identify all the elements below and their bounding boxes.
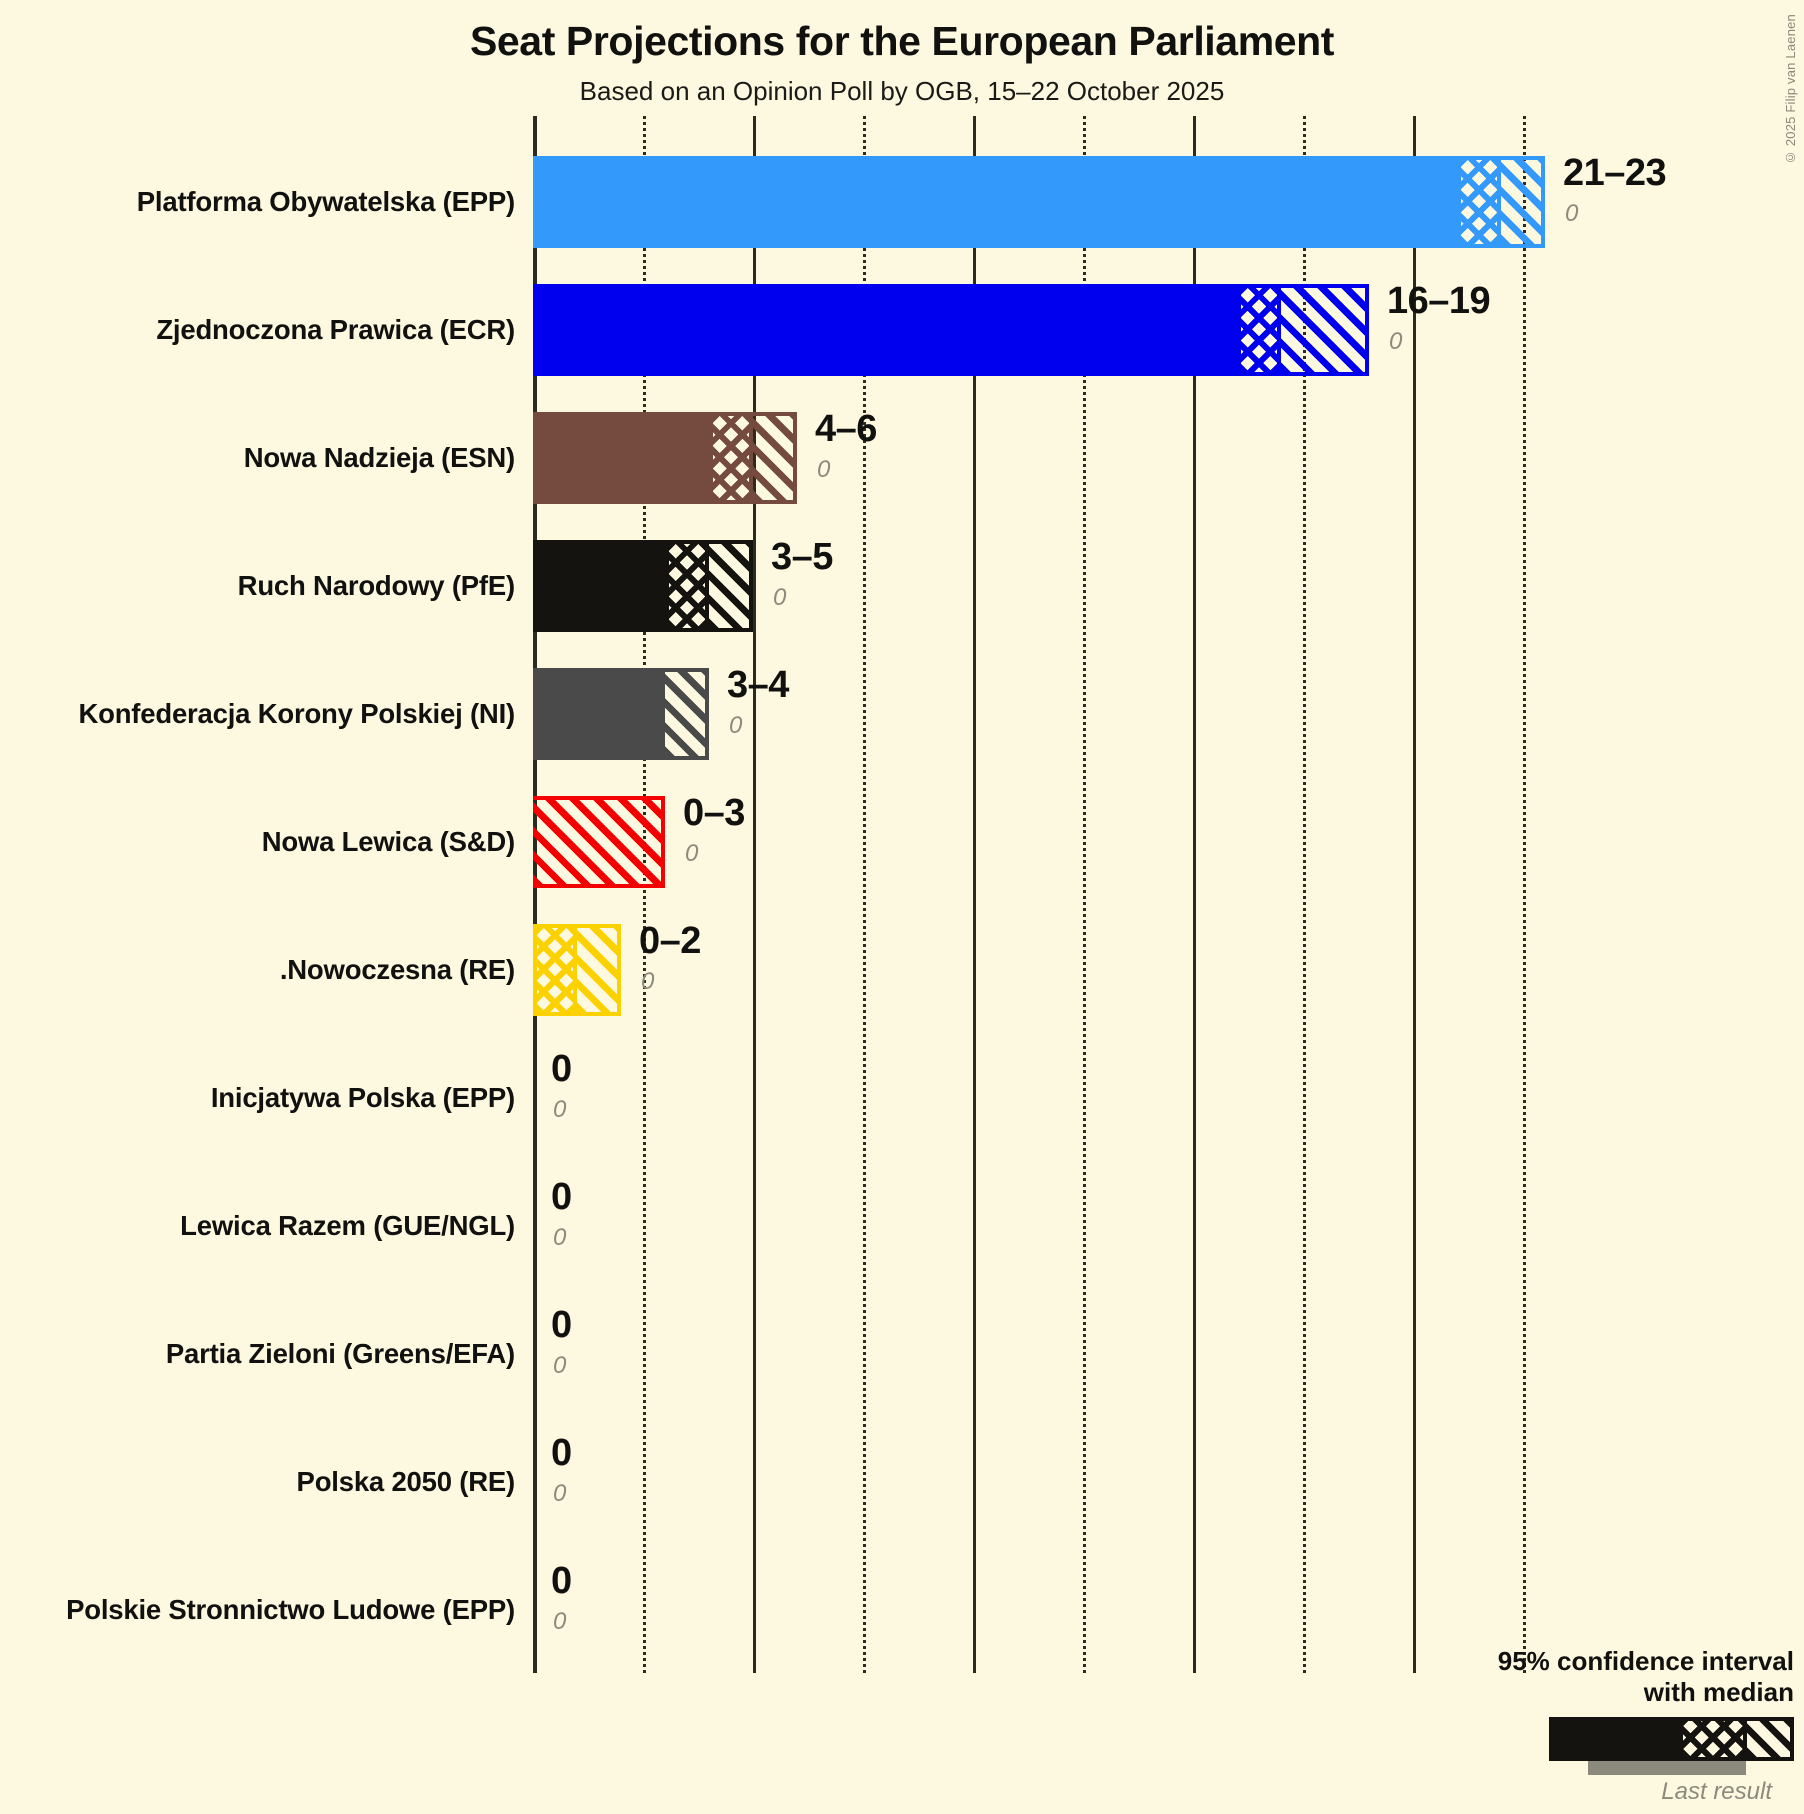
gridline-major	[753, 116, 756, 1673]
y-axis-line	[533, 116, 537, 1673]
chart-row: Ruch Narodowy (PfE) 3–5 0	[0, 522, 1804, 650]
chart-row: Zjednoczona Prawica (ECR) 16–19 0	[0, 266, 1804, 394]
party-label: .Nowoczesna (RE)	[279, 954, 515, 985]
bar	[533, 284, 1369, 376]
seat-range-label: 3–5	[771, 536, 833, 578]
seat-range-label: 3–4	[727, 664, 789, 706]
seat-range-label: 0	[551, 1048, 572, 1090]
gridline-minor	[1303, 116, 1306, 1673]
bar-segment-upper-bound	[533, 796, 665, 888]
bar-segment-upper-bound	[1501, 156, 1545, 248]
gridline-minor	[643, 116, 646, 1673]
chart-row: Polskie Stronnictwo Ludowe (EPP) 0 0	[0, 1546, 1804, 1674]
party-label: Nowa Nadzieja (ESN)	[243, 442, 515, 473]
party-label: Zjednoczona Prawica (ECR)	[156, 314, 515, 345]
seat-range-label: 0	[551, 1560, 572, 1602]
chart-row: Konfederacja Korony Polskiej (NI) 3–4 0	[0, 650, 1804, 778]
last-result-value: 0	[553, 1608, 567, 1635]
party-label: Ruch Narodowy (PfE)	[237, 570, 516, 601]
seat-range-label: 21–23	[1563, 152, 1667, 194]
seat-range-label: 16–19	[1387, 280, 1491, 322]
bar-segment-upper-bound	[665, 668, 709, 760]
bar	[533, 156, 1545, 248]
party-label: Polska 2050 (RE)	[296, 1466, 516, 1497]
seat-range-label: 0–2	[639, 920, 701, 962]
last-result-value: 0	[553, 1224, 567, 1251]
bar-segment-lower-bound	[533, 284, 1237, 376]
chart-plot-area: Platforma Obywatelska (EPP) 21–23 0 Zjednoc…	[0, 116, 1804, 1696]
bar	[533, 796, 665, 888]
last-result-value: 0	[773, 584, 787, 611]
gridline-minor	[1523, 116, 1526, 1673]
bar-segment-upper-bound	[753, 412, 797, 504]
bar-segment-median	[665, 540, 709, 632]
seat-range-label: 4–6	[815, 408, 877, 450]
chart-row: Nowa Lewica (S&D) 0–3 0	[0, 778, 1804, 906]
bar-segment-median	[709, 412, 753, 504]
legend-last-result-swatch	[1588, 1761, 1746, 1775]
gridline-minor	[863, 116, 866, 1673]
chart-row: Polska 2050 (RE) 0 0	[0, 1418, 1804, 1546]
bar-segment-median	[1457, 156, 1501, 248]
bar-segment-lower-bound	[533, 156, 1457, 248]
bar-segment-lower-bound	[533, 412, 709, 504]
seat-range-label: 0	[551, 1304, 572, 1346]
bar-segment-upper-bound	[577, 924, 621, 1016]
bar-segment-median	[1237, 284, 1281, 376]
chart-row: .Nowoczesna (RE) 0–2 0	[0, 906, 1804, 1034]
party-label: Konfederacja Korony Polskiej (NI)	[78, 698, 515, 729]
chart-row: Partia Zieloni (Greens/EFA) 0 0	[0, 1290, 1804, 1418]
gridline-major	[973, 116, 976, 1673]
chart-row: Lewica Razem (GUE/NGL) 0 0	[0, 1162, 1804, 1290]
bar-segment-lower-bound	[533, 540, 665, 632]
bar	[533, 412, 797, 504]
party-label: Nowa Lewica (S&D)	[261, 826, 516, 857]
chart-row: Platforma Obywatelska (EPP) 21–23 0	[0, 138, 1804, 266]
bar-segment-median	[533, 924, 577, 1016]
gridline-major	[1193, 116, 1196, 1673]
legend-sample-bar	[1549, 1717, 1794, 1761]
last-result-value: 0	[685, 840, 699, 867]
last-result-value: 0	[729, 712, 743, 739]
last-result-value: 0	[817, 456, 831, 483]
gridline-major	[1413, 116, 1416, 1673]
last-result-value: 0	[1389, 328, 1403, 355]
legend-segment-median	[1679, 1717, 1747, 1761]
last-result-value: 0	[553, 1480, 567, 1507]
chart-row: Nowa Nadzieja (ESN) 4–6 0	[0, 394, 1804, 522]
chart-legend: 95% confidence interval with median Last…	[1374, 1646, 1794, 1806]
gridline-minor	[1083, 116, 1086, 1673]
seat-range-label: 0–3	[683, 792, 745, 834]
page-title: Seat Projections for the European Parlia…	[469, 18, 1335, 64]
seat-range-label: 0	[551, 1432, 572, 1474]
chart-row: Inicjatywa Polska (EPP) 0 0	[0, 1034, 1804, 1162]
bar-segment-lower-bound	[533, 668, 665, 760]
legend-title: 95% confidence interval with median	[1497, 1646, 1794, 1707]
last-result-value: 0	[553, 1096, 567, 1123]
bar	[533, 924, 621, 1016]
legend-segment-lower-bound	[1549, 1717, 1679, 1761]
party-label: Polskie Stronnictwo Ludowe (EPP)	[66, 1594, 515, 1625]
last-result-value: 0	[641, 968, 655, 995]
bar-segment-upper-bound	[1281, 284, 1369, 376]
bar-segment-upper-bound	[709, 540, 753, 632]
party-label: Platforma Obywatelska (EPP)	[136, 186, 515, 217]
legend-segment-upper-bound	[1747, 1717, 1794, 1761]
chart-subtitle: Based on an Opinion Poll by OGB, 15–22 O…	[579, 76, 1225, 106]
bar	[533, 540, 753, 632]
party-label: Inicjatywa Polska (EPP)	[210, 1082, 515, 1113]
legend-last-result-label: Last result	[1661, 1778, 1772, 1805]
party-label: Partia Zieloni (Greens/EFA)	[165, 1338, 515, 1369]
seat-range-label: 0	[551, 1176, 572, 1218]
last-result-value: 0	[1565, 200, 1579, 227]
last-result-value: 0	[553, 1352, 567, 1379]
bar	[533, 668, 709, 760]
party-label: Lewica Razem (GUE/NGL)	[180, 1210, 515, 1241]
